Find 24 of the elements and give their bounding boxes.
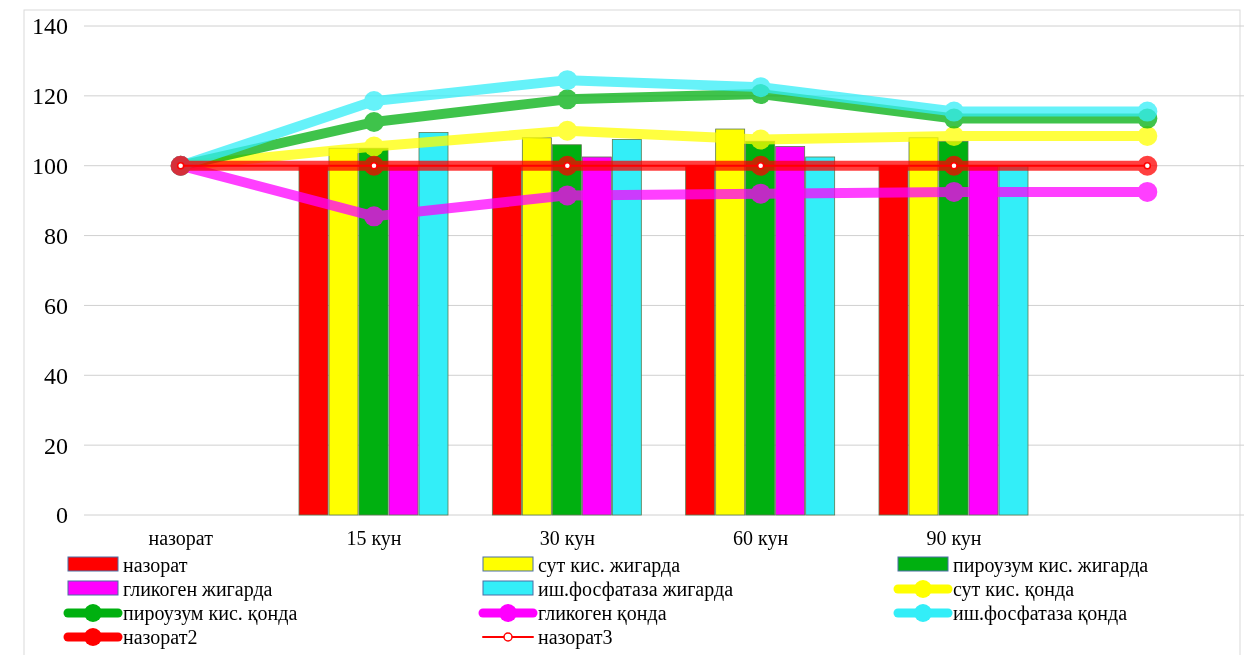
legend-label: назорат: [123, 554, 188, 577]
legend-label: сут кис. қонда: [953, 578, 1075, 601]
legend-label: сут кис. жигарда: [538, 554, 681, 577]
x-tick-label: 90 кун: [926, 527, 982, 550]
legend-label: назорат2: [123, 626, 198, 649]
x-tick-label: 30 кун: [539, 527, 596, 550]
y-tick-label: 80: [44, 222, 68, 249]
y-tick-label: 0: [56, 502, 68, 529]
x-tick-label: 60 кун: [733, 527, 789, 550]
legend-label: иш.фосфатаза жигарда: [538, 578, 734, 601]
y-tick-label: 40: [44, 362, 68, 389]
y-tick-label: 60: [44, 292, 68, 319]
x-tick-label: назорат: [148, 527, 214, 550]
legend-label: гликоген жигарда: [123, 578, 273, 601]
y-tick-label: 20: [44, 432, 68, 459]
y-tick-label: 100: [32, 153, 68, 180]
legend-label: иш.фосфатаза қонда: [953, 602, 1128, 625]
y-tick-label: 120: [32, 83, 68, 110]
legend-label: назорат3: [538, 626, 613, 649]
y-tick-label: 140: [32, 13, 68, 40]
legend-label: гликоген қонда: [538, 602, 667, 625]
legend-label: пироузум кис. жигарда: [953, 554, 1149, 577]
x-tick-label: 15 кун: [346, 527, 402, 550]
legend-label: пироузум кис. қонда: [123, 602, 298, 625]
